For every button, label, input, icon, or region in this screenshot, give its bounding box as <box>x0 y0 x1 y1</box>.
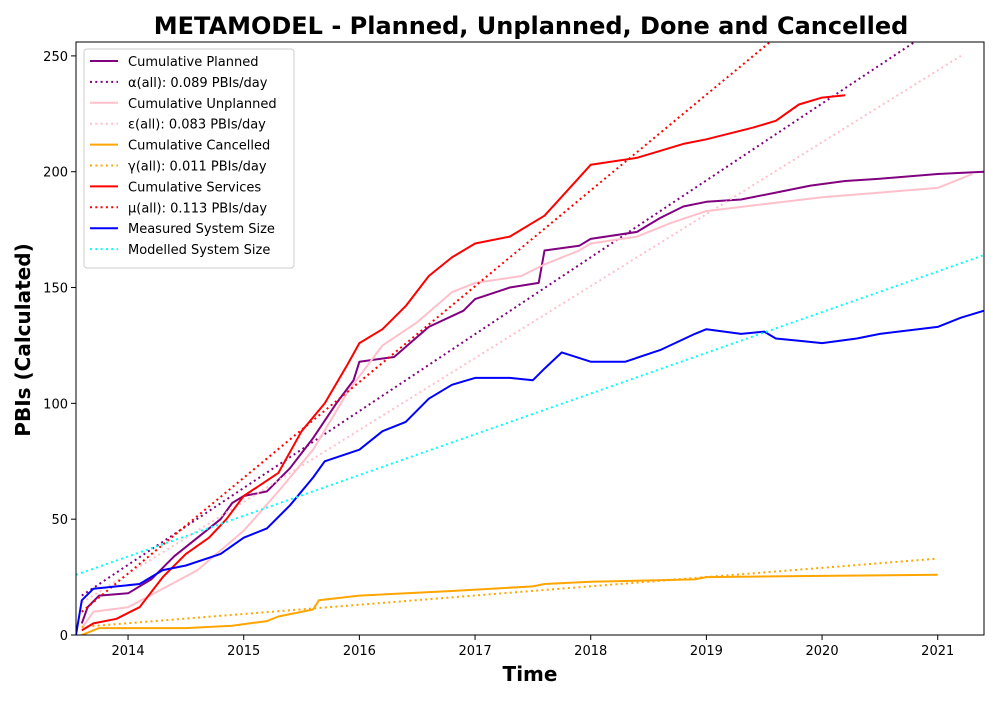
y-tick-label: 50 <box>51 513 68 528</box>
x-tick-label: 2014 <box>112 644 145 659</box>
legend-box <box>83 48 295 269</box>
legend-label: μ(all): 0.113 PBIs/day <box>128 201 267 216</box>
legend-label: α(all): 0.089 PBIs/day <box>128 76 268 91</box>
series-line-5-cumulative-cancelled <box>81 573 938 635</box>
x-tick-label: 2018 <box>574 644 607 659</box>
y-axis-label: PBIs (Calculated) <box>11 243 35 436</box>
x-tick-label: 2015 <box>227 644 260 659</box>
series-line-3-cumulative-unplanned <box>80 173 973 629</box>
series-line-6-all-0-011-pbis-day <box>81 557 938 628</box>
legend: Cumulative Planned α(all): 0.089 PBIs/day… <box>83 48 295 269</box>
series-line-1-cumulative-planned <box>80 170 984 624</box>
y-tick-label: 250 <box>43 50 68 65</box>
x-tick-label: 2020 <box>806 644 839 659</box>
y-tick-label: 200 <box>43 166 68 181</box>
x-axis-label: Time <box>503 662 558 686</box>
legend-label: Measured System Size <box>128 222 275 237</box>
plot-series-group <box>76 42 984 635</box>
legend-label: Modelled System Size <box>128 243 270 258</box>
legend-label: Cumulative Planned <box>128 55 258 70</box>
y-tick-label: 0 <box>60 629 68 644</box>
legend-label: Cumulative Services <box>128 180 261 195</box>
series-line-10-modelled-system-size <box>76 254 984 576</box>
legend-label: γ(all): 0.011 PBIs/day <box>128 160 267 175</box>
legend-label: Cumulative Unplanned <box>128 97 277 112</box>
x-tick-label: 2017 <box>459 644 492 659</box>
x-tick-label: 2019 <box>690 644 723 659</box>
series-line-7-cumulative-services <box>81 94 846 632</box>
x-tick-label: 2016 <box>343 644 376 659</box>
series-line-8-all-0-113-pbis-day <box>81 42 771 613</box>
chart-title: METAMODEL - Planned, Unplanned, Done and… <box>154 12 909 40</box>
y-tick-label: 150 <box>43 282 68 297</box>
axes-group: 2014 2015 2016 2017 2018 2019 2020 2021 0 50 100 15… <box>43 41 985 659</box>
y-tick-label: 100 <box>43 397 68 412</box>
series-line-2-all-0-089-pbis-day <box>81 42 916 597</box>
legend-label: Cumulative Cancelled <box>128 139 270 154</box>
x-tick-label: 2021 <box>921 644 954 659</box>
series-line-9-measured-system-size <box>76 309 984 635</box>
plot-frame <box>75 41 985 636</box>
legend-label: ε(all): 0.083 PBIs/day <box>128 118 266 133</box>
